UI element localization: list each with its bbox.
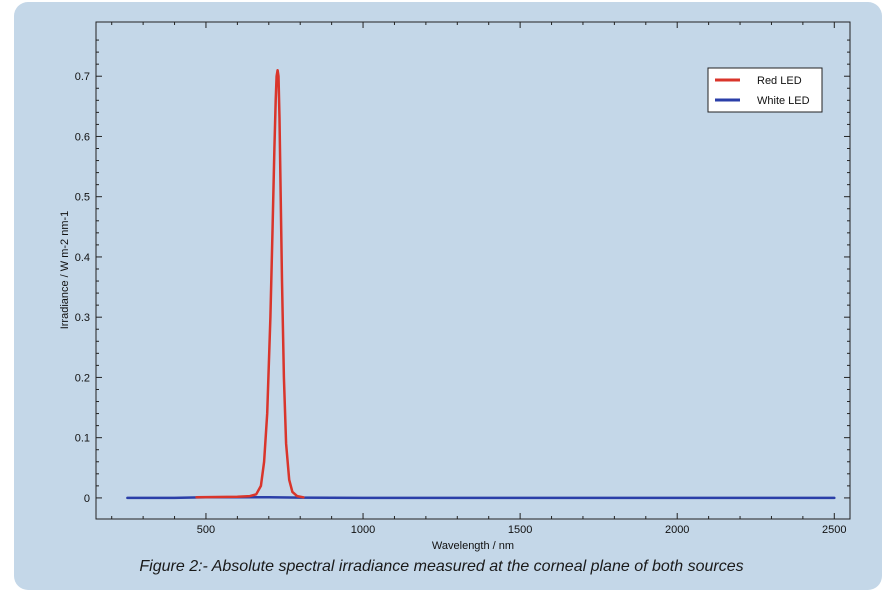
y-tick-label: 0.5 (75, 192, 90, 204)
legend-label-red-led: Red LED (757, 75, 802, 87)
x-tick-label: 2500 (822, 524, 846, 536)
y-tick-label: 0 (84, 493, 90, 505)
y-tick-label: 0.6 (75, 131, 90, 143)
x-tick-label: 2000 (665, 524, 689, 536)
legend-label-white-led: White LED (757, 95, 810, 107)
legend: Red LED White LED (707, 67, 823, 113)
y-tick-label: 0.4 (75, 252, 90, 264)
y-tick-label: 0.2 (75, 372, 90, 384)
y-axis-title: Irradiance / W m-2 nm-1 (59, 211, 71, 330)
legend-box (707, 67, 823, 113)
x-axis-ticks: 500 1000 1500 2000 2500 (111, 22, 847, 536)
figure-caption: Figure 2:- Absolute spectral irradiance … (139, 558, 744, 575)
series-line-red-led (195, 68, 305, 499)
x-axis-title: Wavelength / nm (432, 540, 514, 552)
y-tick-label: 0.1 (75, 433, 90, 445)
y-axis-ticks: 0 0.1 0.2 0.3 0.4 0.5 0.6 0.7 (75, 39, 850, 505)
series-lines (126, 68, 836, 500)
x-tick-label: 1500 (508, 524, 532, 536)
x-tick-label: 500 (197, 524, 215, 536)
y-tick-label: 0.3 (75, 312, 90, 324)
series-line-white-led (126, 496, 836, 500)
x-tick-label: 1000 (351, 524, 375, 536)
y-tick-label: 0.7 (75, 71, 90, 83)
